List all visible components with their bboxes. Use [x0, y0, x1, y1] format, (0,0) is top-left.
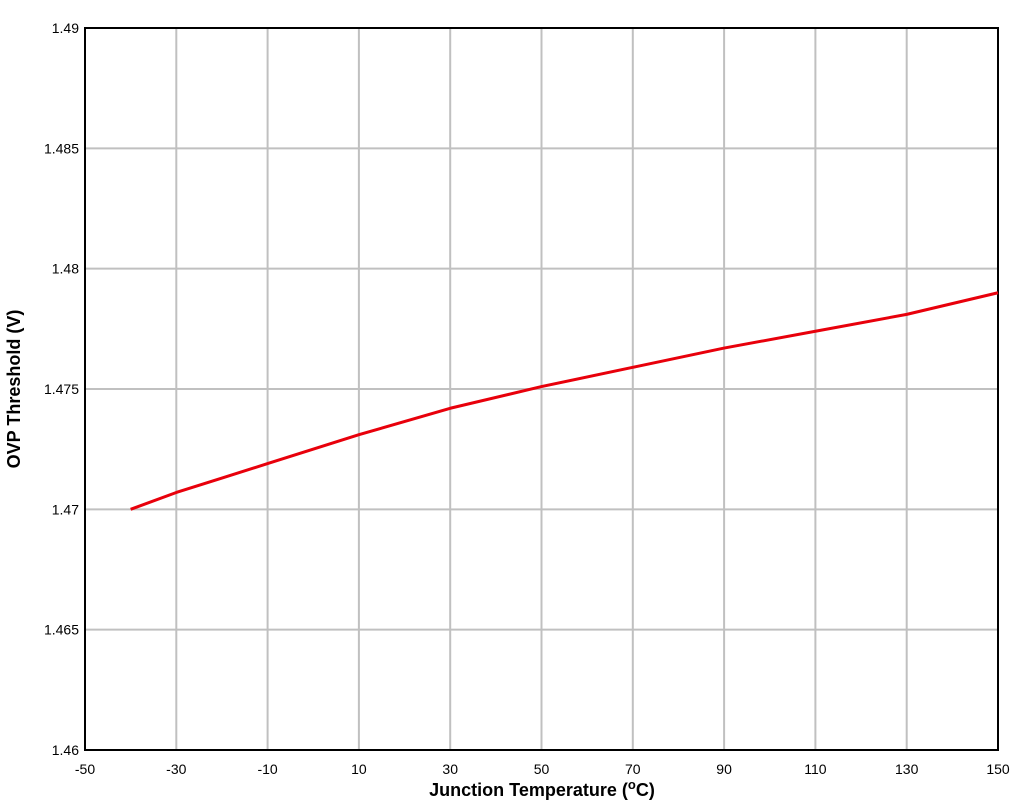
- x-tick-label: 110: [804, 761, 827, 777]
- x-tick-label: -10: [257, 761, 277, 777]
- y-tick-label: 1.48: [52, 261, 79, 277]
- x-tick-label: 130: [895, 761, 919, 777]
- x-tick-label: 90: [716, 761, 732, 777]
- y-tick-label: 1.485: [44, 140, 79, 156]
- x-tick-label: 10: [351, 761, 367, 777]
- y-tick-label: 1.47: [52, 501, 79, 517]
- x-axis-title-text: Junction Temperature (: [429, 780, 628, 800]
- x-tick-label: -30: [166, 761, 186, 777]
- x-axis-title-superscript: o: [628, 777, 636, 792]
- y-tick-label: 1.46: [52, 742, 79, 758]
- y-tick-label: 1.49: [52, 20, 79, 36]
- y-tick-label: 1.465: [44, 622, 79, 638]
- x-tick-label: 50: [534, 761, 550, 777]
- x-axis-title: Junction Temperature (oC): [429, 777, 655, 800]
- x-tick-label: 30: [442, 761, 458, 777]
- plot-frame: [84, 27, 999, 751]
- x-tick-label: 150: [986, 761, 1010, 777]
- y-tick-label: 1.475: [44, 381, 79, 397]
- x-axis-title-suffix: C): [636, 780, 655, 800]
- x-tick-label: -50: [75, 761, 95, 777]
- x-tick-label: 70: [625, 761, 641, 777]
- data-line: [130, 291, 999, 511]
- y-axis-title: OVP Threshold (V): [4, 310, 24, 469]
